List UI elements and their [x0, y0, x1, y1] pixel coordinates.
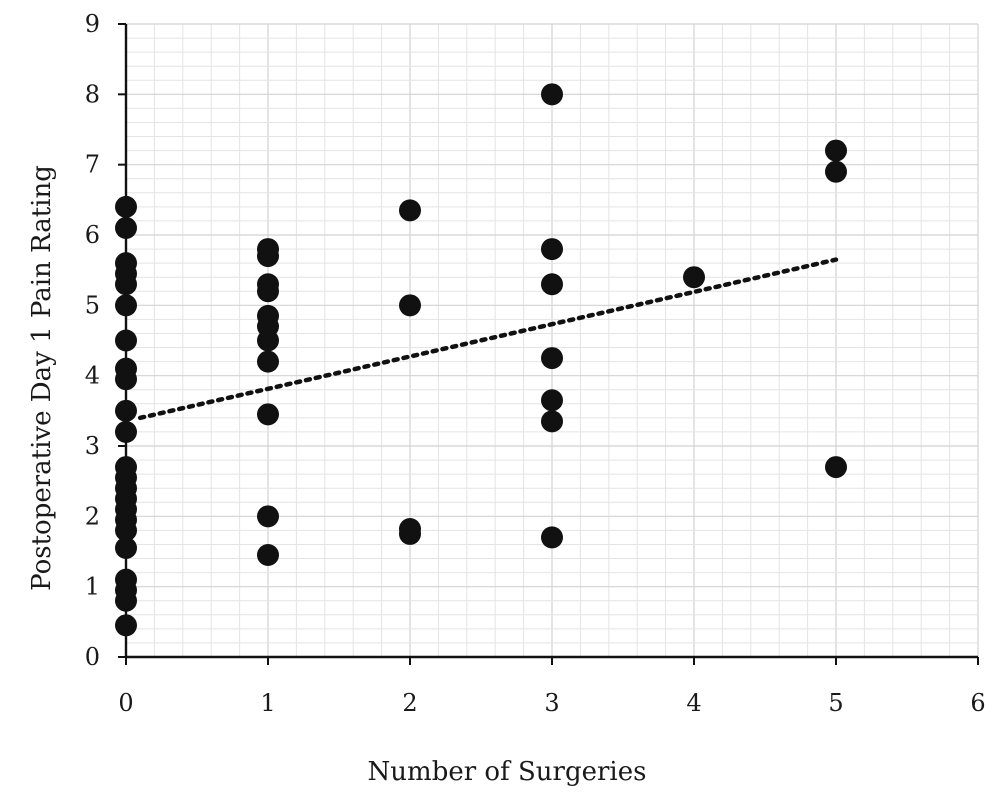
- y-tick-label: 0: [85, 643, 100, 671]
- scatter-chart: 0 1 2 3 4 5 6 0 1 2 3 4 5 6 7 8 9 Number of Surgeries P…: [0, 0, 1000, 810]
- data-points: [115, 83, 847, 636]
- data-point: [257, 403, 279, 425]
- x-tick-label: 6: [970, 689, 985, 717]
- data-point: [399, 294, 421, 316]
- data-point: [683, 266, 705, 288]
- x-axis-title: Number of Surgeries: [368, 757, 647, 787]
- data-point: [825, 456, 847, 478]
- trendline-group: [140, 260, 836, 418]
- data-point: [541, 410, 563, 432]
- data-point: [115, 273, 137, 295]
- y-tick-label: 1: [85, 573, 100, 601]
- data-point: [399, 199, 421, 221]
- data-point: [115, 590, 137, 612]
- data-point: [825, 140, 847, 162]
- data-point: [115, 294, 137, 316]
- y-tick-label: 7: [85, 151, 100, 179]
- data-point: [115, 330, 137, 352]
- data-point: [541, 273, 563, 295]
- data-point: [115, 400, 137, 422]
- grid: [126, 24, 978, 657]
- x-tick-label: 3: [544, 689, 559, 717]
- data-point: [257, 280, 279, 302]
- data-point: [257, 351, 279, 373]
- y-tick-label: 9: [85, 10, 100, 38]
- data-point: [115, 537, 137, 559]
- data-point: [115, 421, 137, 443]
- data-point: [257, 245, 279, 267]
- data-point: [825, 161, 847, 183]
- y-tick-label: 6: [85, 221, 100, 249]
- y-tick-label: 8: [85, 80, 100, 108]
- data-point: [541, 83, 563, 105]
- y-tick-label: 2: [85, 502, 100, 530]
- data-point: [115, 196, 137, 218]
- data-point: [115, 217, 137, 239]
- x-tick-label: 4: [686, 689, 701, 717]
- data-point: [541, 347, 563, 369]
- y-tick-label: 4: [85, 362, 100, 390]
- x-tick-label: 1: [260, 689, 275, 717]
- x-tick-label: 2: [402, 689, 417, 717]
- y-tick-label: 3: [85, 432, 100, 460]
- data-point: [115, 368, 137, 390]
- x-tick-label: 0: [118, 689, 133, 717]
- data-point: [257, 505, 279, 527]
- y-tick-label: 5: [85, 291, 100, 319]
- trendline: [140, 260, 836, 418]
- data-point: [541, 389, 563, 411]
- y-axis-title: Postoperative Day 1 Pain Rating: [27, 165, 57, 591]
- x-tick-label: 5: [828, 689, 843, 717]
- data-point: [257, 330, 279, 352]
- x-axis-ticks: 0 1 2 3 4 5 6: [118, 657, 985, 717]
- data-point: [115, 614, 137, 636]
- data-point: [257, 544, 279, 566]
- data-point: [541, 238, 563, 260]
- data-point: [541, 526, 563, 548]
- data-point: [399, 523, 421, 545]
